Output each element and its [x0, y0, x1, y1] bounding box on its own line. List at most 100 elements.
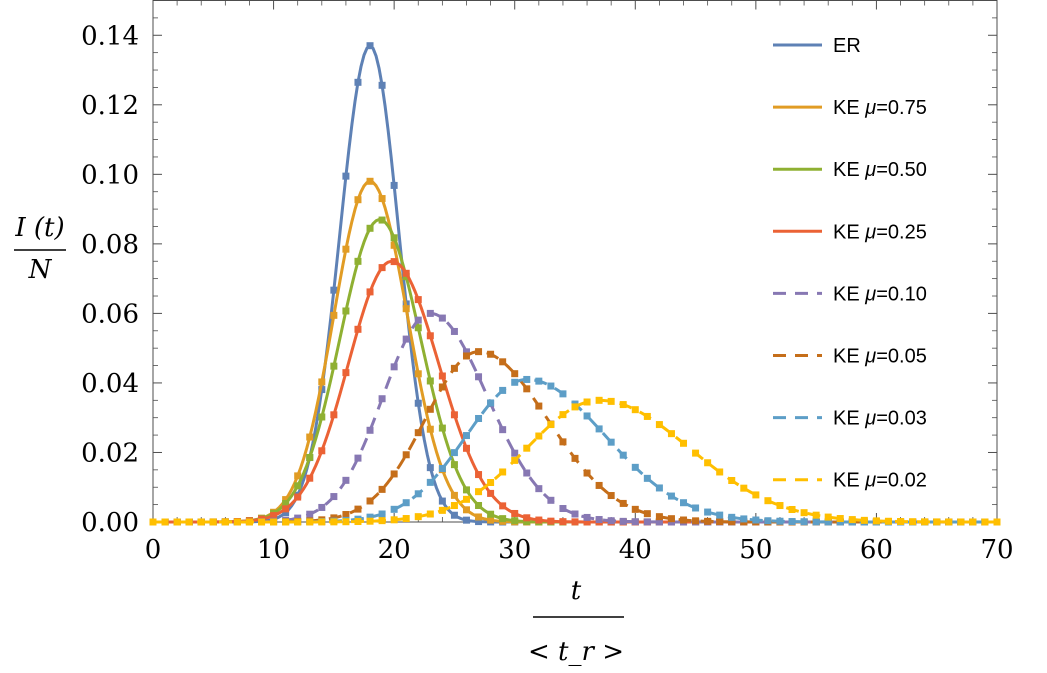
series-point [450, 502, 458, 510]
series-point [752, 516, 760, 524]
legend-item: KE μ=0.02 [773, 470, 927, 492]
series-point [523, 514, 531, 522]
series-point [282, 499, 290, 507]
series-point [330, 311, 338, 319]
series-point [559, 390, 567, 398]
series-point [438, 424, 446, 432]
series-point [438, 372, 446, 380]
legend-label: KE μ=0.10 [833, 283, 927, 305]
series-point [402, 499, 410, 507]
series-point [282, 505, 290, 513]
series-point [414, 316, 422, 324]
series-point [414, 513, 422, 521]
series-point [378, 517, 386, 525]
series-point [258, 518, 266, 526]
x-tick-label: 0 [145, 535, 162, 565]
series-layer [149, 42, 1001, 526]
series-point [559, 505, 567, 513]
series-point [921, 518, 929, 526]
legend-label: ER [833, 35, 861, 57]
series-point [366, 288, 374, 296]
series-point [354, 257, 362, 265]
series-point [426, 309, 434, 317]
series-point [378, 395, 386, 403]
series-point [402, 451, 410, 459]
series-point [390, 241, 398, 249]
series-point [619, 401, 627, 409]
series-point [680, 516, 688, 524]
series-point [426, 464, 434, 472]
series-point [318, 518, 326, 526]
series-point [221, 518, 229, 526]
series-point [884, 517, 892, 525]
series-point [933, 518, 941, 526]
series-point [643, 412, 651, 420]
series-point [559, 438, 567, 446]
series-point [655, 484, 663, 492]
series-point [764, 497, 772, 505]
series-point [318, 447, 326, 455]
series-point [366, 517, 374, 525]
series-point [607, 438, 615, 446]
series-point [438, 383, 446, 391]
series-point [270, 518, 278, 526]
legend-label: KE μ=0.50 [833, 159, 927, 181]
series-point [824, 513, 832, 521]
series-point [462, 352, 470, 360]
series-point [487, 399, 495, 407]
series-point [764, 517, 772, 525]
series-point [426, 405, 434, 413]
series-point [547, 496, 555, 504]
series-point [571, 510, 579, 518]
x-axis-label: t < t_r > [528, 576, 624, 667]
series-point [511, 378, 519, 386]
axis-ticks [152, 0, 998, 523]
series-point [535, 516, 543, 524]
series-point [848, 516, 856, 524]
series-point [354, 325, 362, 333]
series-point [462, 444, 470, 452]
series-point [487, 516, 495, 524]
series-point [306, 433, 314, 441]
series-point [957, 518, 965, 526]
series-point [294, 472, 302, 480]
series-point [487, 478, 495, 486]
series-point [728, 513, 736, 521]
series-point [716, 468, 724, 476]
series-point [812, 518, 820, 526]
series-point [390, 181, 398, 189]
series-point [716, 511, 724, 519]
series-point [945, 518, 953, 526]
series-point [836, 515, 844, 523]
x-tick-label: 30 [498, 535, 531, 565]
series-point [438, 465, 446, 473]
series-point [318, 503, 326, 511]
series-point [475, 501, 483, 509]
series-point [462, 348, 470, 356]
series-point [788, 518, 796, 526]
y-tick-label: 0.10 [81, 160, 139, 190]
series-point [282, 509, 290, 517]
series-point [330, 286, 338, 294]
series-point [197, 518, 205, 526]
series-point [462, 506, 470, 514]
series-point [607, 397, 615, 405]
series-point [342, 369, 350, 377]
series-point [475, 348, 483, 356]
x-tick-label: 70 [980, 535, 1013, 565]
series-point [390, 470, 398, 478]
series-point [354, 454, 362, 462]
series-point [655, 421, 663, 429]
series-point [342, 172, 350, 180]
x-axis-label-bottom: < t_r > [528, 637, 624, 667]
series-point [619, 451, 627, 459]
series-point [282, 496, 290, 504]
series-point [438, 314, 446, 322]
series-point [571, 454, 579, 462]
series-point [523, 375, 531, 383]
series-point [523, 385, 531, 393]
series-point [523, 444, 531, 452]
series-point [692, 504, 700, 512]
series-point [414, 370, 422, 378]
series-point [619, 499, 627, 507]
